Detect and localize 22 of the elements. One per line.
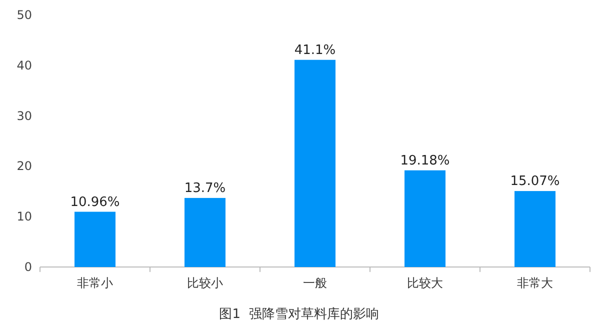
y-tick-label: 0 <box>24 260 32 274</box>
data-label: 15.07% <box>510 174 560 190</box>
x-tick-label: 比较小 <box>187 276 223 290</box>
bar <box>74 212 116 267</box>
bar <box>294 60 336 267</box>
data-label: 19.18% <box>400 153 450 168</box>
x-tick-label: 非常小 <box>77 276 113 290</box>
y-tick-label: 40 <box>16 58 32 72</box>
bar <box>404 170 446 267</box>
y-tick-label: 10 <box>16 210 32 224</box>
data-label: 13.7% <box>184 180 226 196</box>
bar <box>514 191 556 267</box>
y-tick-label: 50 <box>16 8 32 22</box>
x-tick-label: 比较大 <box>407 276 443 290</box>
caption: 图1 强降雪对草料库的影响 <box>219 307 379 322</box>
y-tick-label: 30 <box>16 108 32 123</box>
x-tick-label: 一般 <box>303 276 327 290</box>
data-label: 10.96% <box>70 194 120 210</box>
data-label: 41.1% <box>294 42 336 58</box>
y-tick-label: 20 <box>16 159 32 174</box>
bar <box>184 198 226 267</box>
x-tick-label: 非常大 <box>517 276 553 290</box>
